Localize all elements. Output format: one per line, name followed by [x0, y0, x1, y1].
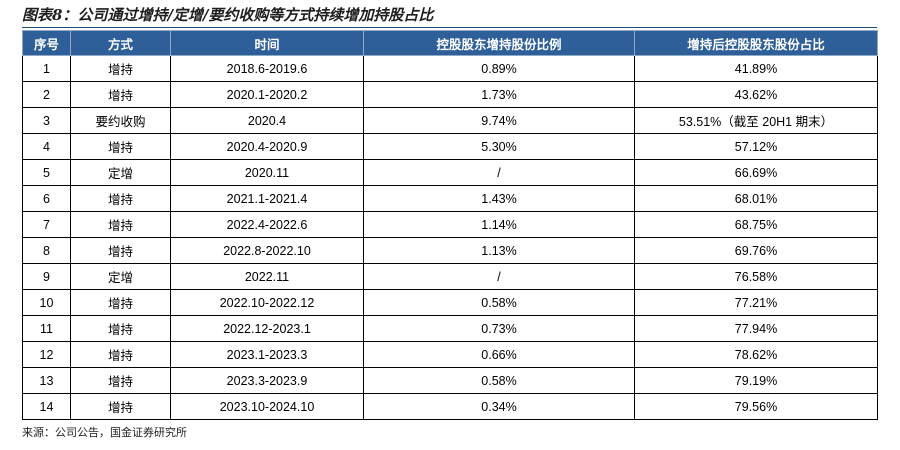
table-row: 1 增持 2018.6-2019.6 0.89% 41.89% — [22, 55, 878, 82]
cell-period: 2020.4-2020.9 — [170, 133, 364, 160]
cell-increase-ratio: 0.58% — [363, 367, 635, 394]
table-header: 序号 方式 时间 控股股东增持股份比例 增持后控股股东股份占比 — [22, 30, 878, 56]
cell-increase-ratio: 0.89% — [363, 55, 635, 82]
table-row: 2 增持 2020.1-2020.2 1.73% 43.62% — [22, 81, 878, 108]
cell-holding-ratio: 68.75% — [634, 211, 878, 238]
cell-method: 增持 — [70, 133, 171, 160]
cell-method: 增持 — [70, 185, 171, 212]
cell-increase-ratio: 9.74% — [363, 107, 635, 134]
cell-holding-ratio: 78.62% — [634, 341, 878, 368]
cell-period: 2022.12-2023.1 — [170, 315, 364, 342]
header-period: 时间 — [170, 30, 364, 56]
cell-index: 11 — [22, 315, 71, 342]
cell-index: 7 — [22, 211, 71, 238]
cell-index: 4 — [22, 133, 71, 160]
header-increase-ratio: 控股股东增持股份比例 — [363, 30, 635, 56]
table-row: 12 增持 2023.1-2023.3 0.66% 78.62% — [22, 341, 878, 368]
header-holding-ratio: 增持后控股股东股份占比 — [634, 30, 878, 56]
cell-index: 5 — [22, 159, 71, 186]
cell-period: 2022.8-2022.10 — [170, 237, 364, 264]
table-row: 14 增持 2023.10-2024.10 0.34% 79.56% — [22, 393, 878, 420]
header-row: 序号 方式 时间 控股股东增持股份比例 增持后控股股东股份占比 — [22, 30, 878, 56]
cell-period: 2023.3-2023.9 — [170, 367, 364, 394]
cell-index: 9 — [22, 263, 71, 290]
cell-period: 2018.6-2019.6 — [170, 55, 364, 82]
table-row: 8 增持 2022.8-2022.10 1.13% 69.76% — [22, 237, 878, 264]
cell-method: 定增 — [70, 263, 171, 290]
cell-holding-ratio: 76.58% — [634, 263, 878, 290]
cell-index: 12 — [22, 341, 71, 368]
cell-period: 2022.10-2022.12 — [170, 289, 364, 316]
cell-increase-ratio: 1.13% — [363, 237, 635, 264]
cell-holding-ratio: 77.94% — [634, 315, 878, 342]
cell-period: 2020.4 — [170, 107, 364, 134]
cell-increase-ratio: 0.34% — [363, 393, 635, 420]
cell-index: 8 — [22, 237, 71, 264]
cell-period: 2023.1-2023.3 — [170, 341, 364, 368]
cell-method: 增持 — [70, 315, 171, 342]
shareholding-table: 序号 方式 时间 控股股东增持股份比例 增持后控股股东股份占比 1 增持 2018.… — [22, 30, 878, 420]
header-index: 序号 — [22, 30, 71, 56]
cell-increase-ratio: 0.73% — [363, 315, 635, 342]
cell-index: 6 — [22, 185, 71, 212]
table-row: 5 定增 2020.11/66.69% — [22, 159, 878, 186]
figure-title: 图表8：公司通过增持/定增/要约收购等方式持续增加持股占比 — [22, 6, 434, 24]
cell-period: 2022.4-2022.6 — [170, 211, 364, 238]
cell-index: 13 — [22, 367, 71, 394]
cell-method: 增持 — [70, 55, 171, 82]
table-row: 3 要约收购 2020.4 9.74% 53.51%（截至 20H1 期末） — [22, 107, 878, 134]
cell-index: 1 — [22, 55, 71, 82]
cell-increase-ratio: 5.30% — [363, 133, 635, 160]
cell-holding-ratio: 79.19% — [634, 367, 878, 394]
source-note: 来源：公司公告，国金证券研究所 — [22, 426, 187, 439]
table-row: 9 定增 2022.11/76.58% — [22, 263, 878, 290]
cell-method: 增持 — [70, 289, 171, 316]
table-row: 11 增持 2022.12-2023.1 0.73% 77.94% — [22, 315, 878, 342]
cell-index: 2 — [22, 81, 71, 108]
cell-holding-ratio: 41.89% — [634, 55, 878, 82]
cell-holding-ratio: 79.56% — [634, 393, 878, 420]
cell-index: 10 — [22, 289, 71, 316]
header-method: 方式 — [70, 30, 171, 56]
cell-increase-ratio: / — [363, 263, 635, 290]
table-body: 1 增持 2018.6-2019.6 0.89% 41.89% 2 增持 2020.1-202… — [22, 55, 878, 420]
cell-method: 增持 — [70, 237, 171, 264]
cell-holding-ratio: 57.12% — [634, 133, 878, 160]
cell-holding-ratio: 66.69% — [634, 159, 878, 186]
cell-increase-ratio: 1.43% — [363, 185, 635, 212]
cell-holding-ratio: 77.21% — [634, 289, 878, 316]
cell-period: 2020.11 — [170, 159, 364, 186]
cell-method: 增持 — [70, 81, 171, 108]
cell-method: 增持 — [70, 393, 171, 420]
cell-holding-ratio: 43.62% — [634, 81, 878, 108]
table-row: 13 增持 2023.3-2023.9 0.58% 79.19% — [22, 367, 878, 394]
cell-increase-ratio: 1.73% — [363, 81, 635, 108]
cell-period: 2023.10-2024.10 — [170, 393, 364, 420]
table-row: 10 增持 2022.10-2022.12 0.58% 77.21% — [22, 289, 878, 316]
table-row: 7 增持 2022.4-2022.6 1.14% 68.75% — [22, 211, 878, 238]
cell-period: 2021.1-2021.4 — [170, 185, 364, 212]
cell-holding-ratio: 69.76% — [634, 237, 878, 264]
cell-index: 14 — [22, 393, 71, 420]
cell-method: 增持 — [70, 367, 171, 394]
cell-method: 增持 — [70, 341, 171, 368]
cell-method: 要约收购 — [70, 107, 171, 134]
cell-holding-ratio: 68.01% — [634, 185, 878, 212]
cell-method: 增持 — [70, 211, 171, 238]
table-row: 6 增持 2021.1-2021.4 1.43% 68.01% — [22, 185, 878, 212]
cell-increase-ratio: 0.66% — [363, 341, 635, 368]
cell-increase-ratio: / — [363, 159, 635, 186]
title-divider — [22, 27, 877, 28]
cell-increase-ratio: 1.14% — [363, 211, 635, 238]
cell-method: 定增 — [70, 159, 171, 186]
cell-period: 2020.1-2020.2 — [170, 81, 364, 108]
cell-index: 3 — [22, 107, 71, 134]
cell-increase-ratio: 0.58% — [363, 289, 635, 316]
cell-holding-ratio: 53.51%（截至 20H1 期末） — [634, 107, 878, 134]
cell-period: 2022.11 — [170, 263, 364, 290]
table-row: 4 增持 2020.4-2020.9 5.30% 57.12% — [22, 133, 878, 160]
